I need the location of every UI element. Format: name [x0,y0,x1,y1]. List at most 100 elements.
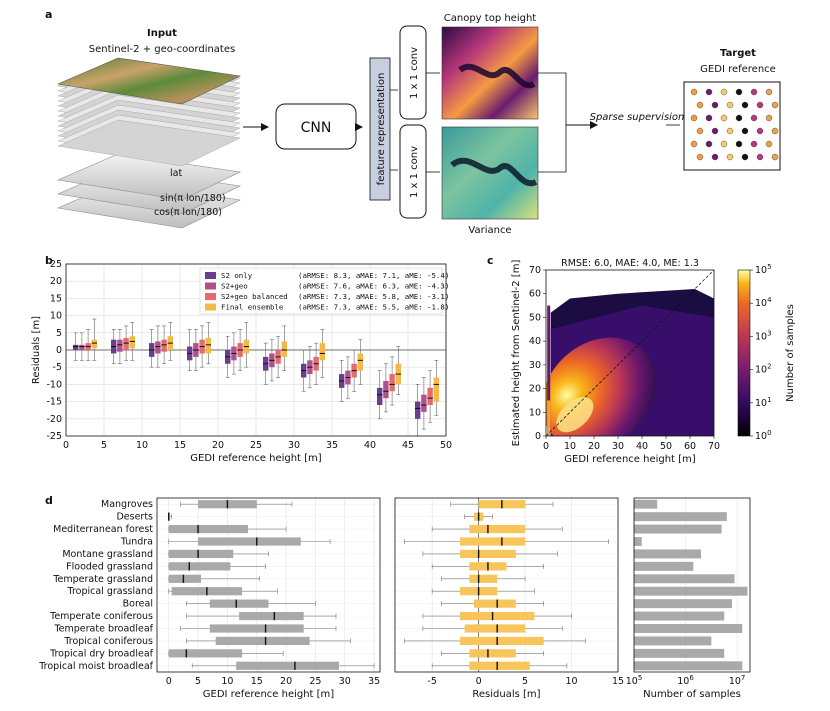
gedi-dot [741,101,749,109]
heat-zero-column-bright [547,400,551,436]
c-xtick-label: 20 [588,441,600,452]
panel-letter-d: d [45,494,53,507]
legend-stats-3: (aRMSE: 7.3, aMAE: 5.5, aME: -1.8) [298,303,449,312]
d-samples-xtick-label-exponent: 6 [689,674,694,682]
d-samples-bar [634,636,712,646]
gedi-sample-dots [690,88,779,161]
heat-peak-density [556,397,594,433]
b-box-3 [91,339,97,349]
d-box [473,599,516,608]
d-samples-bar [634,648,725,658]
b-xtick-label: 20 [212,440,224,451]
c-ytick-label: 70 [529,265,541,276]
gedi-dot [690,114,698,122]
d-box [460,611,535,621]
cbar-tick-label-base: 10 [755,298,767,309]
b-xtick-label: 30 [288,440,300,451]
d-category-label: Tropical dry broadleaf [49,648,154,659]
layer-cos-label: cos(π lon/180) [154,207,222,218]
c-xtick-label: 50 [660,441,672,452]
legend-label-1: S2+geo [221,282,248,291]
d-samples-bar [634,512,727,522]
b-box-1 [421,394,427,412]
b-box-1 [155,341,161,354]
d-box [168,524,248,534]
cbar-tick-label-base: 10 [755,365,767,376]
d-box [460,537,526,546]
b-box-0 [73,344,79,350]
d-xtick-label: 10 [565,676,577,687]
cbar-tick-label-exponent: 0 [767,429,771,437]
b-xtick-label: 40 [364,440,376,451]
d-plot-area-2 [157,498,380,672]
c-title: RMSE: 6.0, MAE: 4.0, ME: 1.3 [561,258,699,269]
gedi-dot [750,88,758,96]
colorbar [737,269,751,437]
cbar-tick-label: 101 [755,396,772,409]
cbar-tick-label-exponent: 2 [767,363,771,371]
c-xtick-label: 10 [564,441,576,452]
b-ytick-label: -15 [46,397,62,408]
legend-label-0: S2 only [221,271,253,280]
d-xtick-label: 30 [339,676,351,687]
b-box-2 [123,337,129,350]
legend-stats-0: (aRMSE: 8.3, aMAE: 7.1, aME: -5.4) [298,271,449,280]
d-box [469,661,530,670]
d-frame-3 [394,497,619,673]
d-category-label: Tropical grassland [67,586,153,597]
cnn-label: CNN [301,120,332,136]
d-box [168,549,234,559]
conv-box-bottom [399,124,427,219]
d-samples-xtick-label: 106 [677,674,694,687]
cbar-tick-label-base: 10 [755,398,767,409]
d-xlabel-samples: Number of samples [643,689,741,700]
gedi-dot [726,153,734,161]
d-frame-samples [633,497,751,673]
d-category-label: Deserts [116,512,153,523]
b-ytick-label: -10 [46,379,62,390]
d-samples-bar [634,586,748,596]
b-xtick-label: 25 [250,440,262,451]
gedi-dot [750,114,758,122]
b-ytick-label: 0 [56,345,62,356]
d-category-label: Temperate grassland [52,574,153,585]
gedi-dot [705,140,713,148]
b-box-3 [281,341,287,357]
b-xtick-label: 10 [136,440,148,451]
gedi-dot [711,101,719,109]
b-ytick-label: 10 [50,311,62,322]
d-samples-bar [634,561,694,571]
gedi-dot [750,140,758,148]
legend-b [199,267,443,315]
d-box [460,636,544,646]
d-category-label: Mangroves [101,499,153,510]
d-category-label: Temperate broadleaf [53,624,153,635]
c-ytick-label: 40 [529,336,541,347]
gedi-dot [690,88,698,96]
c-ytick-label: 50 [529,312,541,323]
c-ytick-label: 30 [529,360,541,371]
cbar-tick-label: 104 [755,296,772,309]
d-xtick-label: 5 [195,676,201,687]
c-xtick-label: 60 [684,441,696,452]
b-box-3 [129,336,135,349]
variance-valley-shape [450,157,538,187]
legend-swatch-0 [205,272,216,279]
gedi-dot [690,140,698,148]
legend-swatch-2 [205,293,216,300]
b-ytick-label: 20 [50,276,62,287]
c-xlabel: GEDI reference height [m] [564,454,696,465]
gedi-dot [765,88,773,96]
d-category-label: Boreal [123,599,153,610]
legend-stats-2: (aRMSE: 7.3, aMAE: 5.8, aME: -3.1) [298,292,449,301]
cbar-tick-label-exponent: 4 [767,296,772,304]
gedi-dot [705,88,713,96]
b-ytick-label: 15 [50,293,62,304]
feature-representation-label: feature representation [376,73,387,186]
layer-sin-label: sin(π lon/180) [160,193,226,204]
d-samples-bar [634,574,735,584]
b-box-1 [117,339,123,352]
panel-letter-c: c [487,254,494,267]
